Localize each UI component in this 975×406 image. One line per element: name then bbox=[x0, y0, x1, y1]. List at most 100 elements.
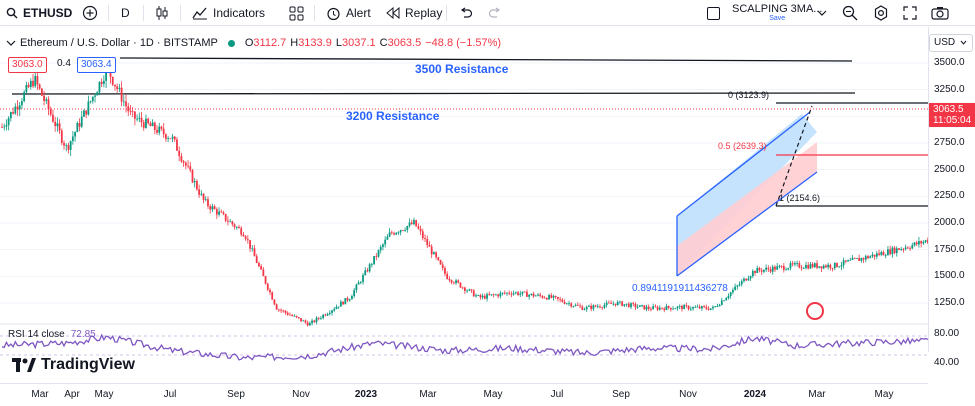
sell-price-tag[interactable]: 3063.0 bbox=[8, 57, 47, 73]
interval-button[interactable]: D bbox=[121, 0, 130, 26]
candle-body bbox=[12, 112, 14, 114]
candle-body bbox=[415, 220, 418, 227]
candle-body bbox=[308, 323, 311, 326]
candle-body bbox=[867, 256, 869, 259]
candle-body bbox=[911, 245, 914, 249]
toolbar-divider bbox=[446, 5, 447, 21]
candle-body bbox=[198, 189, 201, 195]
candle-body bbox=[284, 310, 287, 313]
candle-body bbox=[922, 241, 925, 244]
close-value: 3063.5 bbox=[387, 37, 422, 49]
candle-body bbox=[94, 95, 96, 97]
template-selector[interactable]: SCALPING 3MA... Save bbox=[732, 0, 822, 26]
fullscreen-button[interactable] bbox=[903, 0, 917, 26]
candle-body bbox=[317, 317, 320, 319]
candle-body bbox=[849, 259, 852, 261]
candle-body bbox=[800, 267, 803, 269]
candle-body bbox=[490, 294, 493, 296]
template-dropdown[interactable] bbox=[817, 0, 827, 26]
redo-button[interactable] bbox=[488, 0, 502, 26]
price-axis[interactable] bbox=[928, 27, 975, 352]
us-flag-icon[interactable] bbox=[806, 302, 824, 320]
undo-button[interactable] bbox=[459, 0, 473, 26]
candle-body bbox=[200, 193, 203, 195]
symbol-search[interactable]: ETHUSD bbox=[6, 0, 72, 26]
settings-button[interactable] bbox=[873, 0, 889, 26]
candle-body bbox=[895, 248, 898, 254]
candle-body bbox=[238, 227, 240, 229]
candle-body bbox=[315, 317, 318, 323]
candle-body bbox=[603, 305, 606, 308]
indicators-button[interactable]: Indicators bbox=[192, 0, 265, 26]
candle-body bbox=[751, 270, 754, 277]
candle-body bbox=[475, 295, 477, 297]
candle-body bbox=[712, 306, 714, 309]
replay-button[interactable]: Replay bbox=[386, 0, 442, 26]
layouts-button[interactable] bbox=[289, 0, 304, 26]
snapshot-button[interactable] bbox=[931, 0, 949, 26]
candle-body bbox=[807, 265, 810, 269]
candle-body bbox=[89, 101, 92, 102]
candle-body bbox=[676, 306, 679, 309]
candle-body bbox=[246, 239, 249, 241]
tradingview-logo[interactable]: TradingView bbox=[12, 356, 135, 374]
rewind-icon bbox=[386, 7, 400, 19]
redo-icon bbox=[488, 7, 501, 18]
candle-body bbox=[173, 136, 176, 140]
candle-body bbox=[450, 280, 453, 283]
candle-body bbox=[477, 295, 480, 296]
candle-body bbox=[227, 220, 229, 222]
candle-body bbox=[136, 118, 139, 120]
time-axis[interactable]: Mar Apr May Jul Sep Nov 2023 Mar May Jul Sep Nov 202… bbox=[0, 383, 928, 406]
alert-button[interactable]: Alert bbox=[326, 0, 371, 26]
candle-body bbox=[745, 278, 748, 281]
candle-body bbox=[339, 301, 342, 307]
channel-value-label: 0.8941191911436278 bbox=[632, 283, 728, 294]
candle-body bbox=[384, 239, 387, 245]
buy-price-tag[interactable]: 3063.4 bbox=[77, 57, 116, 73]
candle-body bbox=[749, 276, 752, 279]
candle-body bbox=[169, 138, 172, 140]
low-value: 3037.1 bbox=[341, 37, 376, 49]
candle-body bbox=[864, 256, 867, 260]
candle-body bbox=[716, 306, 719, 307]
candle-body bbox=[884, 255, 887, 257]
candle-body bbox=[328, 312, 331, 314]
chart-type-button[interactable] bbox=[155, 0, 169, 26]
candle-body bbox=[840, 265, 843, 267]
candle-body bbox=[293, 315, 296, 317]
zoom-search-icon bbox=[842, 5, 858, 21]
compare-symbol-button[interactable] bbox=[82, 0, 98, 26]
template-checkbox[interactable] bbox=[707, 0, 720, 26]
candle-body bbox=[29, 80, 32, 87]
candle-body bbox=[348, 299, 351, 301]
candle-body bbox=[696, 306, 699, 308]
candle-body bbox=[612, 303, 615, 305]
toolbar-divider bbox=[314, 5, 315, 21]
candle-body bbox=[7, 118, 10, 126]
quick-search-button[interactable] bbox=[842, 0, 858, 26]
chevron-down-icon bbox=[960, 40, 967, 45]
candle-body bbox=[647, 306, 650, 310]
candle-body bbox=[359, 281, 362, 283]
time-tick: Sep bbox=[227, 389, 245, 400]
candle-body bbox=[300, 318, 302, 322]
price-tick: 2500.0 bbox=[934, 163, 965, 175]
candle-body bbox=[514, 292, 517, 294]
candle-body bbox=[822, 265, 825, 269]
candle-body bbox=[435, 252, 438, 258]
price-tick: 2250.0 bbox=[934, 190, 965, 202]
candle-body bbox=[311, 320, 313, 324]
candle-body bbox=[258, 262, 260, 267]
candle-body bbox=[34, 76, 37, 87]
search-icon bbox=[6, 7, 18, 19]
candle-body bbox=[54, 121, 57, 127]
candle-body bbox=[674, 308, 677, 310]
chart-canvas[interactable] bbox=[0, 27, 928, 383]
candle-body bbox=[439, 260, 442, 265]
candle-body bbox=[262, 269, 265, 277]
candle-body bbox=[672, 308, 674, 310]
candle-body bbox=[729, 292, 732, 296]
currency-selector[interactable]: USD bbox=[929, 34, 973, 52]
candle-body bbox=[842, 260, 845, 266]
